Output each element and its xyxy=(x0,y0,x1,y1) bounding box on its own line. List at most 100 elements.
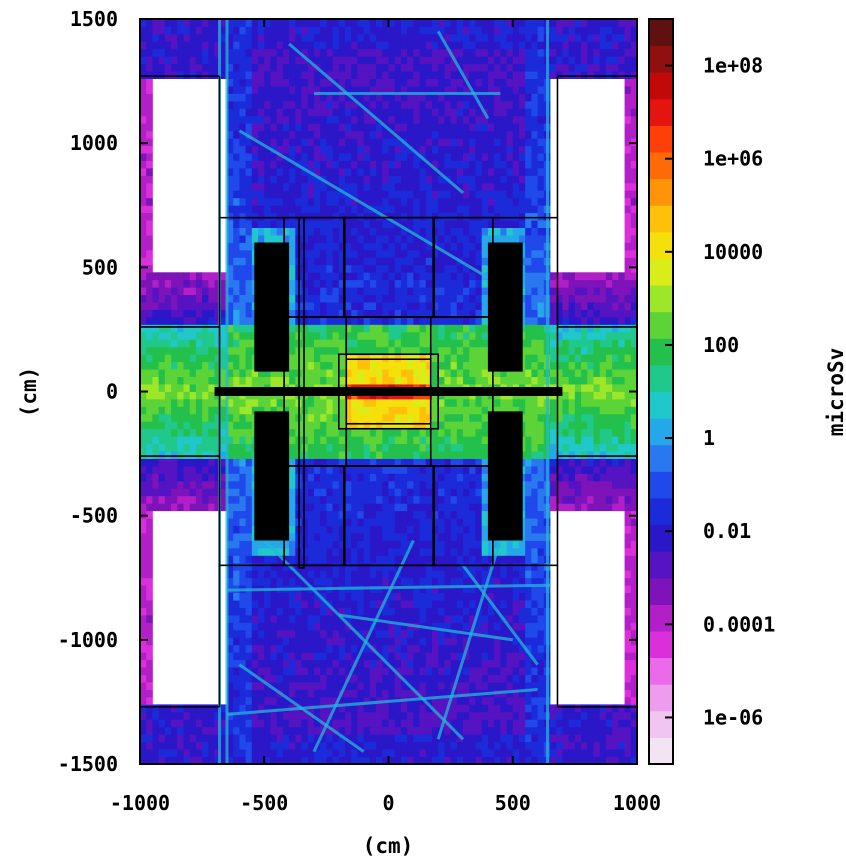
dose-cell xyxy=(282,607,290,616)
dose-cell xyxy=(301,428,309,437)
dose-cell xyxy=(189,48,197,57)
dose-cell xyxy=(320,168,327,176)
dose-cell xyxy=(382,473,389,482)
dose-cell xyxy=(326,577,333,586)
dose-cell xyxy=(475,130,483,139)
dose-cell xyxy=(171,749,178,757)
dose-cell xyxy=(376,108,383,117)
dose-cell xyxy=(326,540,333,549)
dose-cell xyxy=(146,33,153,42)
dose-cell xyxy=(239,704,247,713)
dose-cell xyxy=(264,56,271,65)
dose-cell xyxy=(469,413,476,422)
dose-cell xyxy=(226,339,234,348)
dose-cell xyxy=(351,570,358,579)
dose-cell xyxy=(245,56,253,65)
dose-cell xyxy=(338,495,346,504)
dose-cell xyxy=(239,562,247,571)
dose-cell xyxy=(463,272,470,281)
dose-cell xyxy=(332,398,340,407)
dose-cell xyxy=(363,577,371,586)
dose-cell xyxy=(202,443,209,452)
dose-cell xyxy=(183,756,191,764)
dose-cell xyxy=(444,615,452,623)
dose-cell xyxy=(388,264,396,273)
dose-cell xyxy=(444,272,452,281)
dose-cell xyxy=(313,361,321,370)
dose-cell xyxy=(456,488,464,497)
dose-cell xyxy=(345,704,352,713)
dose-cell xyxy=(363,711,371,720)
dose-cell xyxy=(307,48,315,57)
dose-cell xyxy=(425,615,433,623)
dose-cell xyxy=(444,570,452,579)
dose-cell xyxy=(413,331,420,340)
dose-cell xyxy=(140,369,147,377)
dose-cell xyxy=(140,443,147,452)
dose-cell xyxy=(251,369,259,377)
dose-cell xyxy=(419,19,427,27)
dose-cell xyxy=(475,525,483,534)
dose-cell xyxy=(363,205,371,214)
dose-cell xyxy=(376,719,383,728)
dose-cell xyxy=(431,41,439,50)
dose-cell xyxy=(338,220,346,228)
dose-cell xyxy=(270,93,278,102)
dose-cell xyxy=(438,287,445,296)
dose-cell xyxy=(419,525,427,534)
dose-cell xyxy=(195,279,203,288)
dose-cell xyxy=(289,495,296,504)
dose-cell xyxy=(146,78,153,87)
dose-cell xyxy=(289,78,296,87)
dose-cell xyxy=(425,71,433,79)
dose-cell xyxy=(338,376,346,385)
dose-cell xyxy=(413,190,420,199)
dose-cell xyxy=(407,704,414,713)
dose-cell xyxy=(313,235,321,243)
dose-cell xyxy=(456,242,464,251)
dose-cell xyxy=(146,585,153,594)
dose-cell xyxy=(369,190,377,199)
dose-cell xyxy=(183,734,191,743)
dose-cell xyxy=(388,406,396,415)
dose-cell xyxy=(345,56,352,65)
dose-cell xyxy=(264,227,271,236)
dose-cell xyxy=(413,242,420,251)
dose-cell xyxy=(400,756,408,764)
dose-cell xyxy=(251,741,259,750)
dose-cell xyxy=(301,637,309,646)
dose-cell xyxy=(475,495,483,504)
dose-cell xyxy=(413,257,420,266)
dose-cell xyxy=(425,629,433,638)
dose-cell xyxy=(351,19,358,27)
dose-cell xyxy=(444,696,452,705)
dose-cell xyxy=(282,674,290,683)
dose-cell xyxy=(425,130,433,139)
dose-cell xyxy=(307,205,315,214)
dose-cell xyxy=(258,108,265,117)
dose-cell xyxy=(202,41,209,50)
dose-cell xyxy=(326,227,333,236)
dose-cell xyxy=(208,503,215,512)
dose-cell xyxy=(400,577,408,586)
dose-cell xyxy=(388,667,396,675)
dose-cell xyxy=(407,674,414,683)
dose-cell xyxy=(171,331,178,340)
dose-cell xyxy=(276,197,284,206)
dose-cell xyxy=(400,249,408,258)
dose-cell xyxy=(183,391,191,400)
dose-cell xyxy=(450,346,458,355)
dose-cell xyxy=(444,413,452,422)
dose-cell xyxy=(146,123,153,132)
dose-cell xyxy=(295,86,302,94)
dose-cell xyxy=(431,704,439,713)
dose-cell xyxy=(456,48,464,57)
dose-cell xyxy=(438,123,445,132)
dose-cell xyxy=(338,279,346,288)
dose-cell xyxy=(332,63,340,72)
dose-cell xyxy=(164,711,172,720)
dose-cell xyxy=(351,287,358,296)
dose-cell xyxy=(369,607,377,616)
dose-cell xyxy=(400,466,408,474)
dose-cell xyxy=(226,93,234,102)
